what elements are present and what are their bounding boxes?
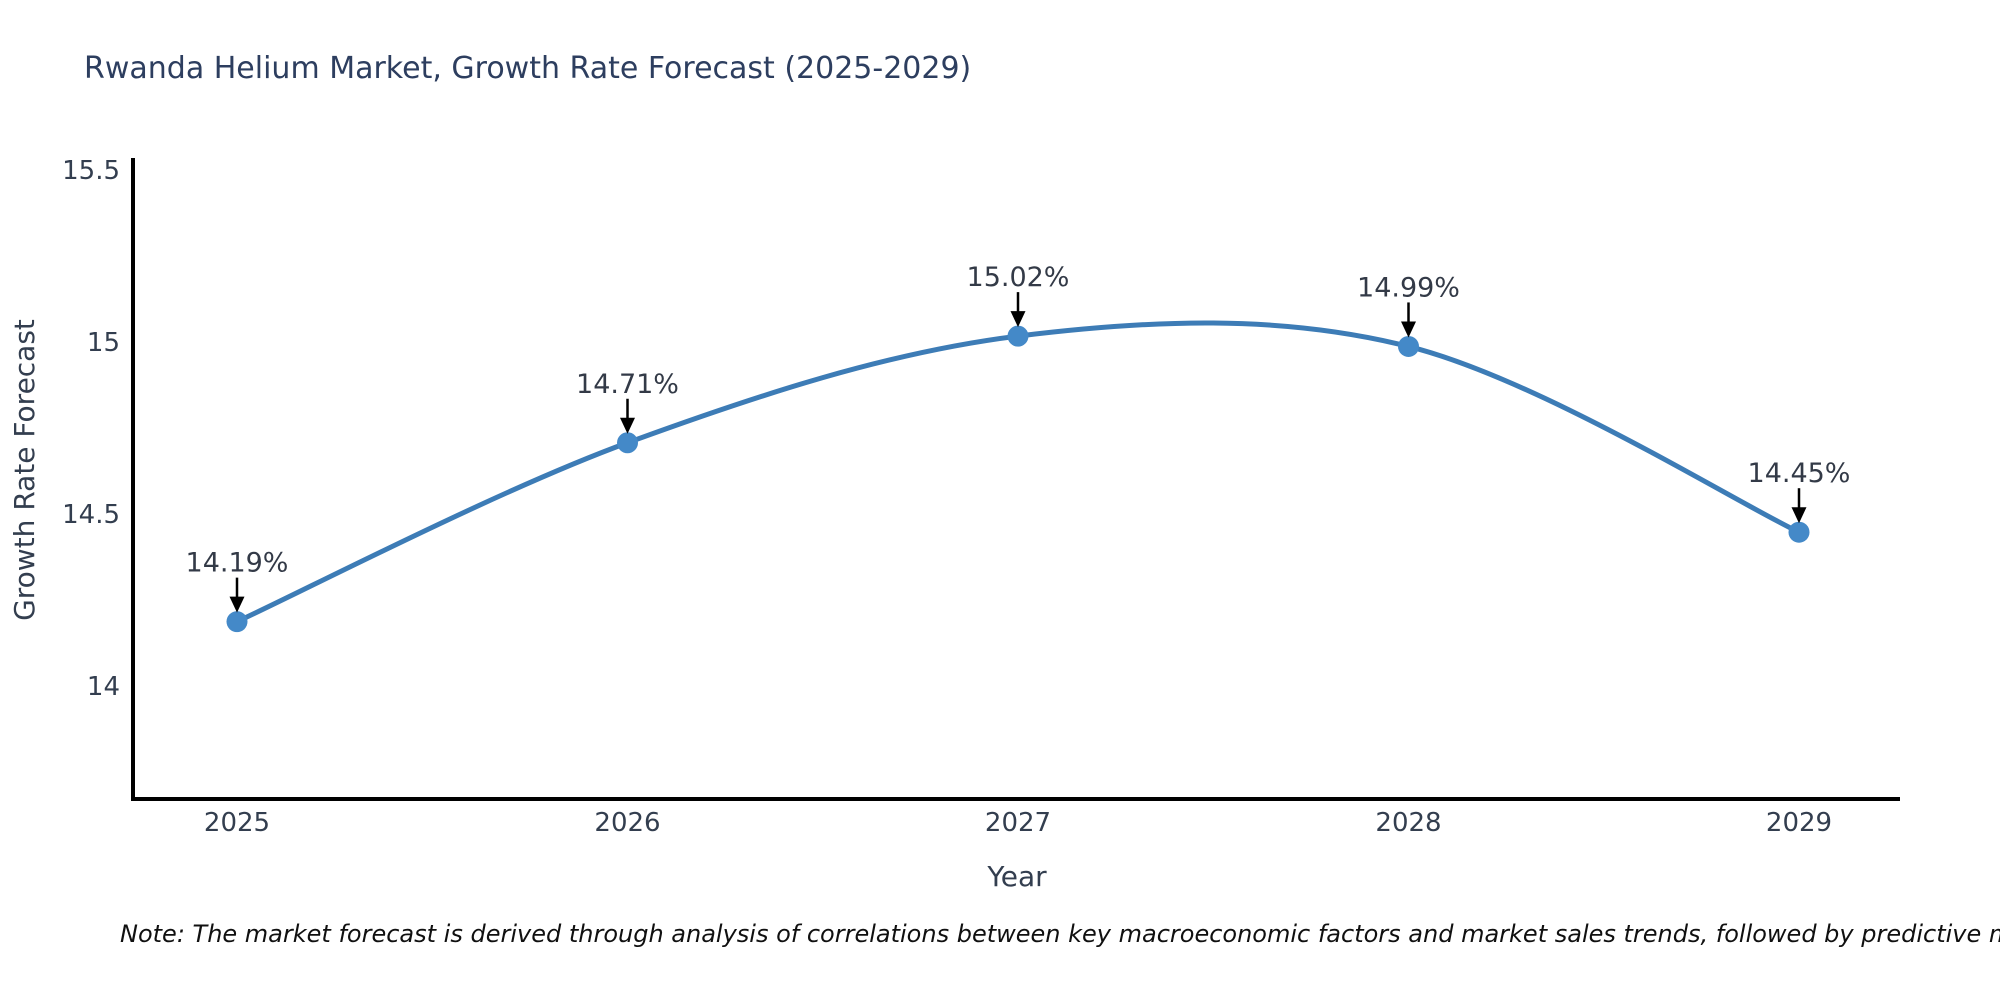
y-tick-labels-group: 15.5 15 14.5 14: [62, 156, 120, 702]
point-annotations-group: 14.19% 14.71% 15.02% 14.99% 14.45%: [186, 262, 1851, 613]
x-axis-title: Year: [986, 860, 1047, 893]
data-point-2027: [1007, 325, 1029, 347]
series-curve: [235, 320, 1801, 624]
annotation-arrowhead: [1401, 321, 1416, 338]
x-tick-label: 2026: [594, 808, 660, 838]
annotation-label: 15.02%: [967, 262, 1070, 293]
series-line-group: [235, 320, 1801, 624]
x-tick-label: 2027: [985, 808, 1051, 838]
x-tick-label: 2025: [204, 808, 270, 838]
annotation-arrowhead: [229, 596, 245, 613]
chart-title: Rwanda Helium Market, Growth Rate Foreca…: [84, 51, 971, 86]
axis-spines: [131, 158, 1900, 801]
annotation-label: 14.71%: [576, 369, 679, 400]
x-tick-label: 2029: [1766, 808, 1832, 838]
annotation-arrowhead: [1791, 507, 1807, 524]
x-tick-label: 2028: [1375, 808, 1441, 838]
y-tick-label: 15.5: [62, 156, 120, 186]
data-point-2026: [617, 432, 638, 454]
y-tick-label: 14: [87, 672, 120, 702]
annotation-label: 14.19%: [186, 548, 289, 579]
data-point-2025: [226, 611, 248, 633]
x-tick-labels-group: 2025 2026 2027 2028 2029: [204, 808, 1832, 838]
y-tick-label: 15: [87, 328, 120, 358]
data-points-group: [226, 325, 1810, 633]
annotation-label: 14.99%: [1357, 272, 1460, 303]
y-tick-label: 14.5: [62, 500, 120, 530]
data-point-2028: [1398, 335, 1419, 357]
annotation-label: 14.45%: [1748, 458, 1851, 489]
data-point-2029: [1788, 521, 1810, 543]
annotation-arrowhead: [620, 417, 635, 434]
y-axis-title: Growth Rate Forecast: [8, 319, 41, 621]
footnote: Note: The market forecast is derived thr…: [120, 920, 2000, 948]
annotation-arrowhead: [1010, 311, 1026, 328]
